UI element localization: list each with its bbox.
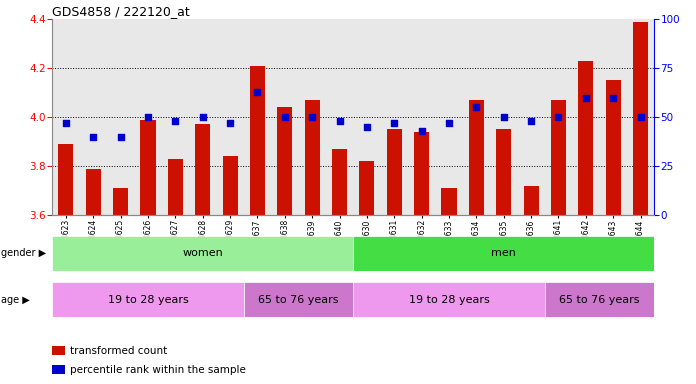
Bar — [353, 236, 654, 271]
Bar — [551, 100, 566, 215]
Point — [252, 89, 263, 95]
Bar — [359, 161, 374, 215]
Bar — [86, 169, 101, 215]
Point — [279, 114, 290, 120]
Bar — [113, 188, 128, 215]
Text: 65 to 76 years: 65 to 76 years — [560, 295, 640, 305]
Text: age ▶: age ▶ — [1, 295, 30, 305]
Bar — [332, 149, 347, 215]
Point — [225, 120, 236, 126]
Bar — [52, 365, 65, 374]
Point — [361, 124, 372, 130]
Text: 65 to 76 years: 65 to 76 years — [258, 295, 339, 305]
Bar — [496, 129, 512, 215]
Text: gender ▶: gender ▶ — [1, 248, 47, 258]
Bar — [52, 236, 353, 271]
Text: 19 to 28 years: 19 to 28 years — [409, 295, 489, 305]
Bar — [223, 156, 237, 215]
Point — [334, 118, 345, 124]
Bar — [141, 119, 155, 215]
Point — [416, 128, 427, 134]
Point — [443, 120, 454, 126]
Text: transformed count: transformed count — [70, 346, 168, 356]
Text: percentile rank within the sample: percentile rank within the sample — [70, 365, 246, 375]
Bar — [52, 346, 65, 355]
Bar — [441, 188, 457, 215]
Bar — [244, 282, 353, 317]
Bar — [414, 132, 429, 215]
Point — [115, 134, 126, 140]
Point — [608, 94, 619, 101]
Point — [498, 114, 509, 120]
Point — [553, 114, 564, 120]
Bar — [250, 66, 265, 215]
Text: GDS4858 / 222120_at: GDS4858 / 222120_at — [52, 5, 190, 18]
Point — [635, 114, 646, 120]
Point — [143, 114, 154, 120]
Point — [580, 94, 592, 101]
Bar — [633, 22, 648, 215]
Bar — [52, 282, 244, 317]
Bar — [545, 282, 654, 317]
Point — [388, 120, 400, 126]
Bar — [305, 100, 319, 215]
Point — [307, 114, 318, 120]
Bar — [469, 100, 484, 215]
Text: men: men — [491, 248, 516, 258]
Point — [197, 114, 208, 120]
Bar — [387, 129, 402, 215]
Point — [88, 134, 99, 140]
Text: 19 to 28 years: 19 to 28 years — [108, 295, 189, 305]
Bar — [277, 107, 292, 215]
Point — [170, 118, 181, 124]
Point — [470, 104, 482, 111]
Bar — [523, 185, 539, 215]
Text: women: women — [182, 248, 223, 258]
Point — [525, 118, 537, 124]
Bar — [578, 61, 594, 215]
Bar — [58, 144, 73, 215]
Bar — [353, 282, 545, 317]
Point — [61, 120, 72, 126]
Bar — [195, 124, 210, 215]
Bar — [168, 159, 183, 215]
Bar — [606, 80, 621, 215]
